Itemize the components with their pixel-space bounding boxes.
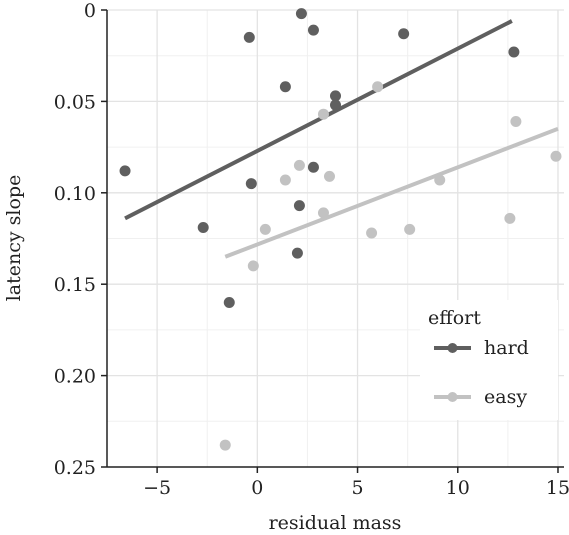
legend-key-easy-point <box>448 392 458 402</box>
x-axis-title: residual mass <box>269 512 402 534</box>
y-tick-label: 0.15 <box>54 274 96 296</box>
x-tick-label: 0 <box>251 477 263 499</box>
data-point-hard <box>198 222 209 233</box>
data-point-easy <box>434 175 445 186</box>
x-tick-label: 15 <box>546 477 569 499</box>
data-point-easy <box>280 175 291 186</box>
legend-label-hard: hard <box>484 337 529 359</box>
x-tick-label: 5 <box>352 477 364 499</box>
y-tick-label: 0.20 <box>54 366 96 388</box>
y-axis-title: latency slope <box>3 175 25 302</box>
data-point-hard <box>330 100 341 111</box>
data-point-hard <box>280 81 291 92</box>
data-point-easy <box>260 224 271 235</box>
data-point-easy <box>220 440 231 451</box>
data-point-hard <box>246 178 257 189</box>
x-tick-label: 10 <box>446 477 470 499</box>
data-point-hard <box>308 25 319 36</box>
data-point-hard <box>308 162 319 173</box>
data-point-easy <box>372 81 383 92</box>
data-point-hard <box>296 8 307 19</box>
data-point-hard <box>292 248 303 259</box>
data-point-hard <box>294 200 305 211</box>
data-point-easy <box>318 207 329 218</box>
y-tick-label: 0.10 <box>54 183 96 205</box>
data-point-easy <box>248 260 259 271</box>
data-point-hard <box>120 165 131 176</box>
legend-key-hard-point <box>448 343 458 353</box>
data-point-hard <box>398 28 409 39</box>
data-point-hard <box>244 32 255 43</box>
data-point-easy <box>510 116 521 127</box>
y-tick-label: 0 <box>84 0 96 22</box>
data-point-hard <box>224 297 235 308</box>
legend-label-easy: easy <box>484 386 527 408</box>
data-point-easy <box>504 213 515 224</box>
data-point-easy <box>366 228 377 239</box>
data-point-easy <box>318 109 329 120</box>
data-point-easy <box>294 160 305 171</box>
y-tick-label: 0.05 <box>54 91 96 113</box>
legend: effort hard easy <box>420 300 558 420</box>
y-tick-label: 0.25 <box>54 457 96 479</box>
x-tick-label: −5 <box>143 477 171 499</box>
legend-title: effort <box>428 307 481 329</box>
data-point-easy <box>550 151 561 162</box>
data-point-easy <box>324 171 335 182</box>
data-point-easy <box>404 224 415 235</box>
data-point-hard <box>508 47 519 58</box>
